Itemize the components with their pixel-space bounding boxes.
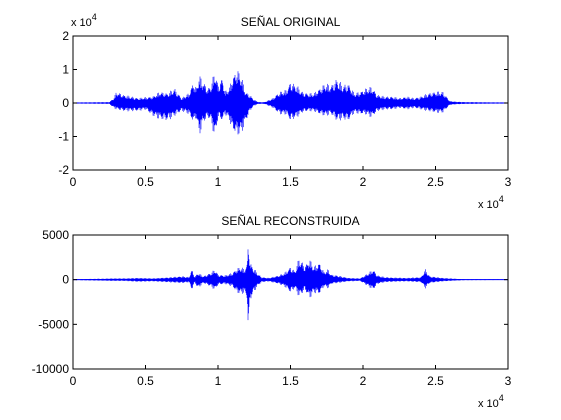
x-exponent-base: x 10 bbox=[478, 398, 499, 410]
signal-waveform bbox=[72, 249, 509, 321]
x-tick-label: 0 bbox=[70, 374, 77, 388]
x-tick-label: 2 bbox=[360, 374, 367, 388]
x-exponent-power: 4 bbox=[499, 393, 504, 403]
x-exponent-label: x 104 bbox=[478, 194, 504, 211]
x-tick-label: 0.5 bbox=[137, 175, 154, 189]
x-tick-label: 0.5 bbox=[137, 374, 154, 388]
y-exponent-power: 4 bbox=[92, 12, 97, 22]
subplot-reconstruida: SEÑAL RECONSTRUIDA 0 0.5 1 1.5 2 2.5 3 -10000 -50… bbox=[32, 214, 512, 410]
x-tick-label: 1 bbox=[215, 175, 222, 189]
x-tick-label: 2.5 bbox=[427, 374, 444, 388]
y-tick-label: -5000 bbox=[38, 317, 69, 331]
y-tick-label: -2 bbox=[58, 163, 69, 177]
y-tick-label: 2 bbox=[62, 29, 69, 43]
y-tick-label: -1 bbox=[58, 130, 69, 144]
y-exponent-label: x 104 bbox=[71, 12, 97, 29]
x-tick-label: 3 bbox=[505, 175, 512, 189]
y-tick-label: 1 bbox=[62, 63, 69, 77]
x-exponent-power: 4 bbox=[499, 194, 504, 204]
x-tick-label: 1.5 bbox=[282, 175, 299, 189]
y-exponent-base: x 10 bbox=[71, 17, 92, 29]
x-tick-label: 2.5 bbox=[427, 175, 444, 189]
y-tick-label: 0 bbox=[62, 273, 69, 287]
y-tick-label: 0 bbox=[62, 96, 69, 110]
y-tick-label: -10000 bbox=[32, 362, 70, 376]
axes-frame bbox=[72, 234, 509, 370]
y-tick-label: 5000 bbox=[42, 228, 69, 242]
chart-title: SEÑAL RECONSTRUIDA bbox=[221, 214, 359, 228]
chart-title: SEÑAL ORIGINAL bbox=[241, 15, 341, 29]
x-tick-label: 0 bbox=[70, 175, 77, 189]
x-exponent-label: x 104 bbox=[478, 393, 504, 410]
x-tick-label: 1 bbox=[215, 374, 222, 388]
x-tick-label: 3 bbox=[505, 374, 512, 388]
x-tick-label: 1.5 bbox=[282, 374, 299, 388]
x-tick-label: 2 bbox=[360, 175, 367, 189]
x-exponent-base: x 10 bbox=[478, 199, 499, 211]
